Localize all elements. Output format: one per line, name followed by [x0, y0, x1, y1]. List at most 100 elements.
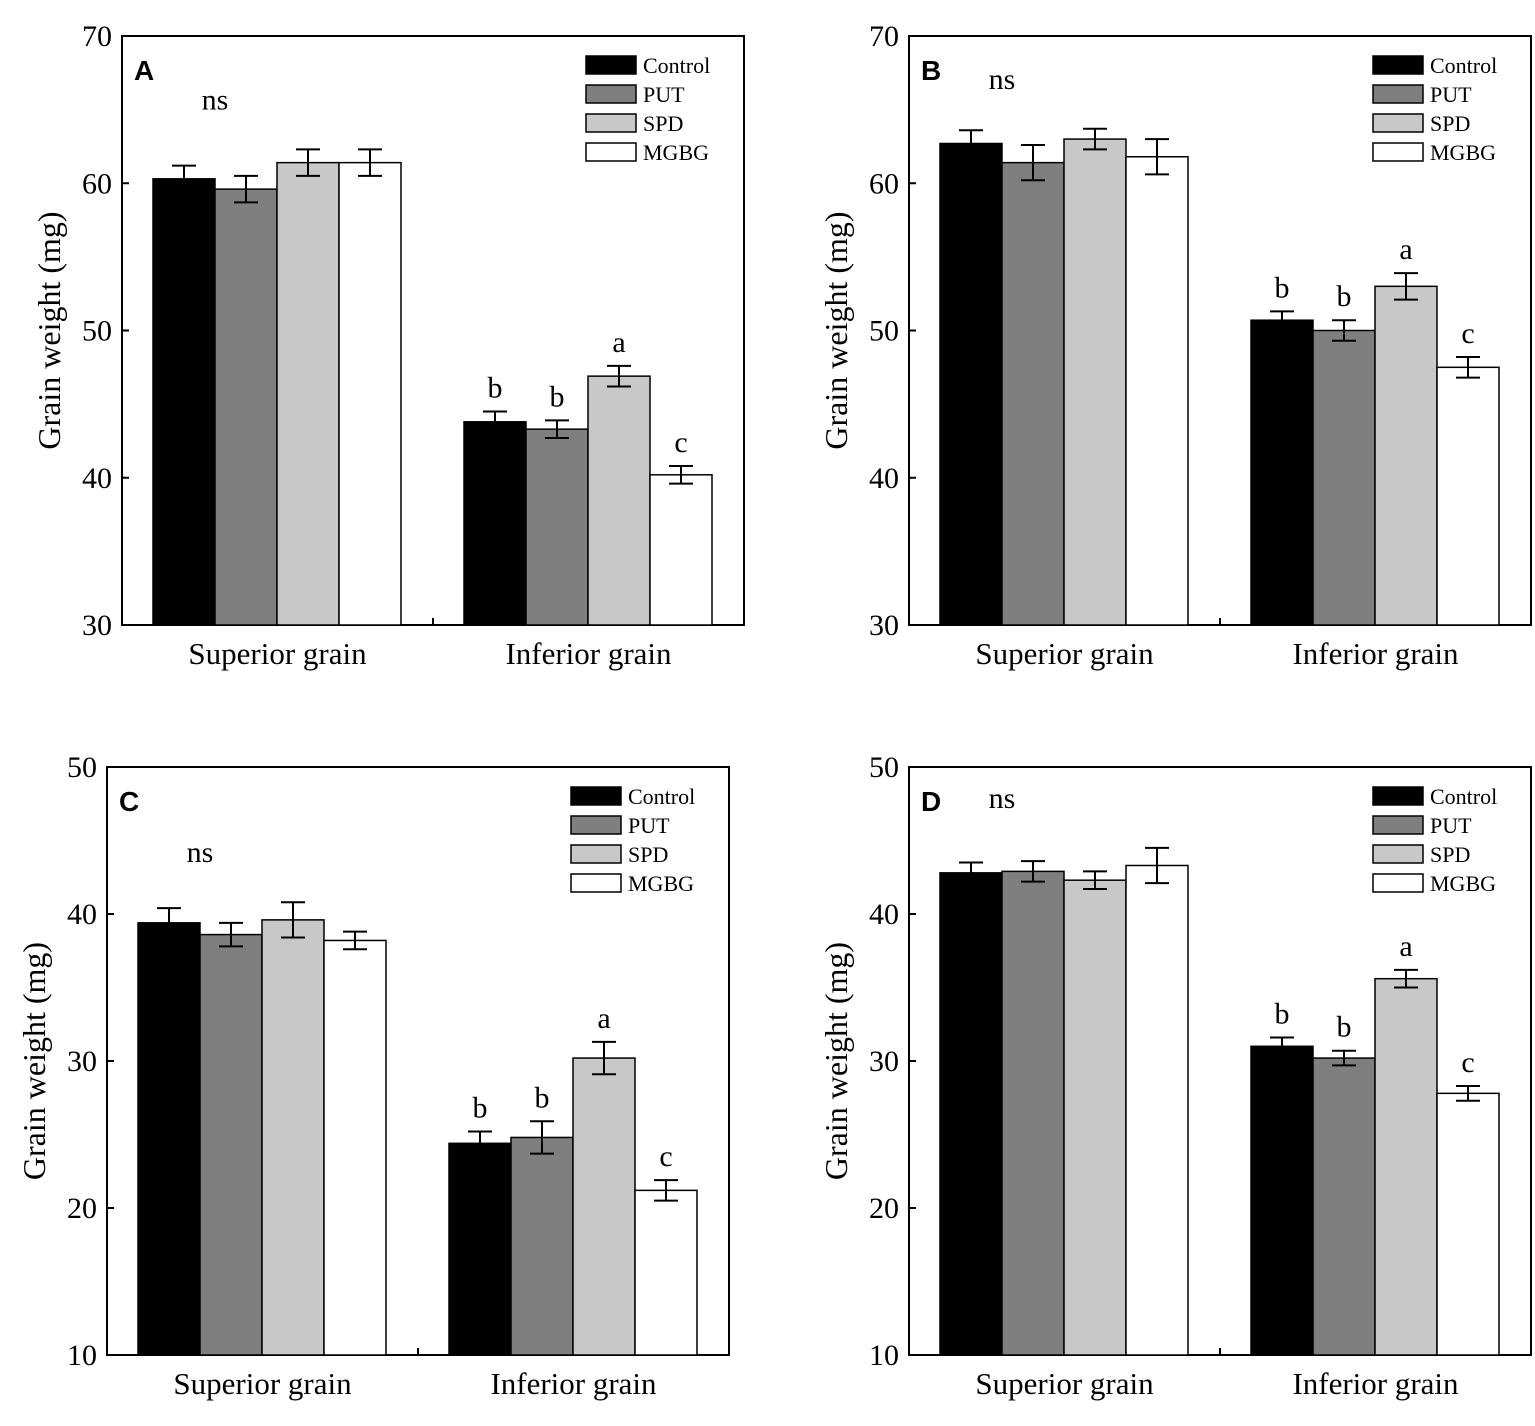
legend-label-mgbg: MGBG	[1430, 140, 1496, 165]
bar-put-inferior	[1312, 329, 1376, 626]
significance-label: b	[488, 371, 503, 404]
y-tick-label: 70	[869, 20, 899, 53]
bar-control-inferior	[448, 1142, 512, 1356]
y-axis-title: Grain weight (mg)	[31, 211, 67, 449]
chart-panel-d: 10 20 30 40 50 Grain weight (mg) D ns Superior g…	[818, 751, 1532, 1401]
legend-label-control: Control	[1430, 784, 1497, 809]
significance-label: c	[1461, 317, 1474, 350]
bar-control-superior	[152, 178, 216, 626]
legend-label-control: Control	[1430, 53, 1497, 78]
significance-label: c	[659, 1140, 672, 1173]
bar-put-inferior	[1312, 1057, 1376, 1356]
bar-put-inferior	[525, 428, 589, 626]
significance-label: b	[535, 1081, 550, 1114]
legend-label-spd: SPD	[1430, 842, 1470, 867]
legend-label-put: PUT	[643, 82, 685, 107]
legend-swatch-control	[1372, 786, 1424, 806]
x-category-label: Inferior grain	[505, 636, 672, 671]
bar-spd-superior	[276, 161, 340, 626]
bar-control-inferior	[1250, 1045, 1314, 1356]
legend-swatch-spd	[1372, 844, 1424, 864]
legend-label-control: Control	[628, 784, 695, 809]
legend-swatch-mgbg	[1372, 142, 1424, 162]
legend-label-mgbg: MGBG	[1430, 871, 1496, 896]
legend-label-spd: SPD	[1430, 111, 1470, 136]
y-axis-title: Grain weight (mg)	[818, 211, 854, 449]
bar-spd-inferior	[1374, 977, 1438, 1356]
x-category-label: Superior grain	[188, 636, 367, 671]
legend-swatch-spd	[585, 113, 637, 133]
y-tick-label: 10	[67, 1339, 97, 1372]
significance-label: c	[674, 426, 687, 459]
x-category-label: Superior grain	[173, 1366, 352, 1401]
y-tick-label: 30	[67, 1045, 97, 1078]
significance-label: a	[1399, 233, 1412, 266]
chart-panel-c: 10 20 30 40 50 Grain weight (mg) Cns Superior g…	[16, 751, 730, 1401]
chart-panel-a: 30 40 50 60 70 Grain weight (mg) Ans Superior g…	[31, 20, 745, 671]
panel-label: A	[134, 55, 154, 86]
legend-swatch-control	[1372, 55, 1424, 75]
legend-label-put: PUT	[1430, 813, 1472, 838]
legend-swatch-spd	[1372, 113, 1424, 133]
y-tick-label: 30	[869, 609, 899, 642]
bar-mgbg-superior	[1125, 155, 1189, 626]
y-tick-label: 50	[82, 315, 112, 348]
y-tick-label: 30	[82, 609, 112, 642]
legend-swatch-mgbg	[585, 142, 637, 162]
y-axis-title: Grain weight (mg)	[818, 942, 854, 1180]
significance-label: ns	[989, 63, 1016, 96]
y-tick-label: 50	[67, 751, 97, 784]
bar-spd-superior	[261, 919, 325, 1356]
bar-control-superior	[939, 872, 1003, 1356]
legend-swatch-mgbg	[1372, 873, 1424, 893]
significance-label: c	[1461, 1046, 1474, 1079]
y-tick-label: 50	[869, 315, 899, 348]
y-tick-label: 40	[67, 898, 97, 931]
bar-put-superior	[1001, 870, 1065, 1356]
significance-label: b	[473, 1092, 488, 1125]
y-tick-label: 50	[869, 751, 899, 784]
legend-label-mgbg: MGBG	[628, 871, 694, 896]
x-category-label: Inferior grain	[490, 1366, 657, 1401]
legend-label-spd: SPD	[643, 111, 683, 136]
significance-label: ns	[187, 836, 214, 869]
x-category-label: Superior grain	[975, 1366, 1154, 1401]
significance-label: a	[1399, 930, 1412, 963]
bar-put-superior	[214, 188, 278, 626]
bar-mgbg-inferior	[634, 1189, 698, 1356]
y-tick-label: 60	[869, 167, 899, 200]
y-tick-label: 70	[82, 20, 112, 53]
bar-spd-inferior	[1374, 285, 1438, 626]
significance-label: a	[597, 1002, 610, 1035]
x-category-label: Inferior grain	[1292, 1366, 1459, 1401]
legend-swatch-mgbg	[570, 873, 622, 893]
y-tick-label: 20	[67, 1192, 97, 1225]
bar-control-inferior	[463, 421, 527, 626]
legend-label-put: PUT	[1430, 82, 1472, 107]
significance-label: b	[1275, 271, 1290, 304]
bar-put-superior	[199, 933, 263, 1356]
significance-label: b	[1337, 1011, 1352, 1044]
panel-label: C	[119, 786, 139, 817]
significance-label: ns	[989, 782, 1016, 815]
legend-label-control: Control	[643, 53, 710, 78]
y-tick-label: 10	[869, 1339, 899, 1372]
bar-control-superior	[939, 142, 1003, 626]
bar-control-inferior	[1250, 319, 1314, 626]
bar-spd-superior	[1063, 879, 1127, 1356]
legend-swatch-put	[1372, 815, 1424, 835]
legend-swatch-put	[570, 815, 622, 835]
bar-mgbg-superior	[338, 161, 402, 626]
chart-panel-b: 30 40 50 60 70 Grain weight (mg) B ns Superior g…	[818, 20, 1532, 671]
significance-label: a	[612, 326, 625, 359]
bar-mgbg-superior	[1125, 864, 1189, 1356]
y-tick-label: 60	[82, 167, 112, 200]
bar-mgbg-inferior	[1436, 1092, 1500, 1356]
legend-label-mgbg: MGBG	[643, 140, 709, 165]
y-tick-label: 40	[869, 462, 899, 495]
bar-put-superior	[1001, 161, 1065, 626]
significance-label: b	[550, 380, 565, 413]
legend-swatch-control	[585, 55, 637, 75]
y-tick-label: 40	[82, 462, 112, 495]
